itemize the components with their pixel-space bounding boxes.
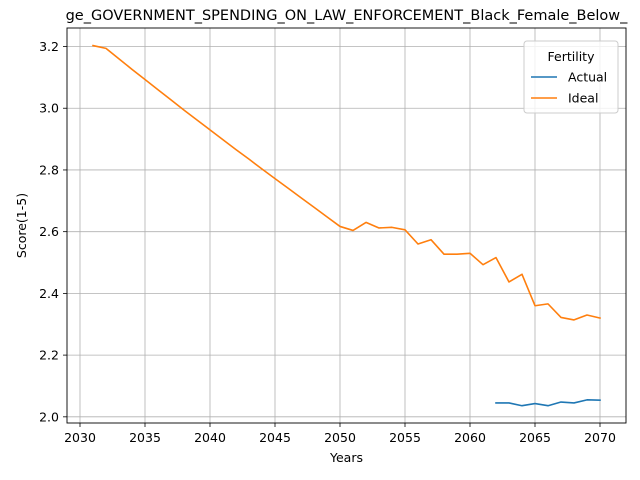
series-line-actual <box>495 399 601 407</box>
chart-title: ge_GOVERNMENT_SPENDING_ON_LAW_ENFORCEMEN… <box>66 8 629 24</box>
series-lines <box>92 44 601 407</box>
x-tick-label: 2045 <box>259 430 291 445</box>
x-tick-label: 2035 <box>129 430 161 445</box>
legend-box <box>523 40 619 114</box>
x-axis-label: Years <box>329 450 363 465</box>
x-tick-label: 2050 <box>324 430 356 445</box>
legend-label-ideal: Ideal <box>568 91 598 106</box>
legend-label-actual: Actual <box>568 70 607 85</box>
x-tick-label: 2065 <box>519 430 551 445</box>
axis-ticks: 2030 2035 2040 2045 2050 2055 2060 2065 2070 2.0 2… <box>39 39 616 445</box>
y-tick-label: 2.6 <box>39 224 59 239</box>
x-tick-label: 2030 <box>64 430 96 445</box>
x-tick-label: 2070 <box>584 430 616 445</box>
legend: Fertility Actual Ideal <box>523 40 619 114</box>
y-axis-label: Score(1-5) <box>14 193 29 258</box>
legend-title: Fertility <box>548 49 596 64</box>
y-tick-label: 3.0 <box>39 101 59 116</box>
x-tick-label: 2060 <box>454 430 486 445</box>
plot-frame <box>66 27 627 424</box>
y-tick-label: 2.4 <box>39 286 59 301</box>
legend-entries: Actual Ideal <box>531 70 607 106</box>
x-tick-label: 2055 <box>389 430 421 445</box>
y-tick-label: 2.0 <box>39 409 59 424</box>
x-tick-label: 2040 <box>194 430 226 445</box>
y-tick-label: 2.8 <box>39 162 59 177</box>
series-line-ideal <box>92 44 601 321</box>
y-tick-label: 3.2 <box>39 39 59 54</box>
y-tick-label: 2.2 <box>39 348 59 363</box>
